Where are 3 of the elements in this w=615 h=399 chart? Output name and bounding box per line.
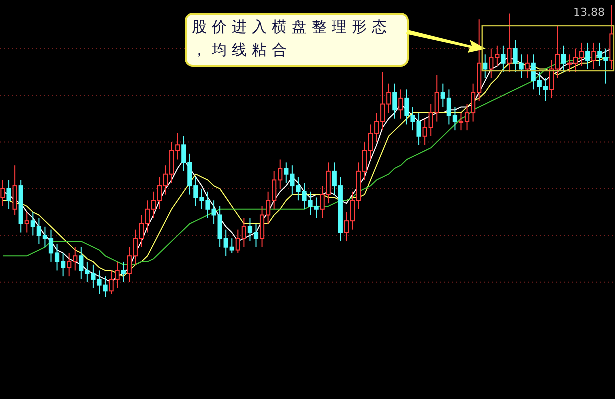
callout: 股价进入横盘整理形态，均线粘合 bbox=[185, 13, 409, 67]
annotation: 股价进入横盘整理形态，均线粘合 bbox=[191, 17, 393, 61]
annotation: 13.88 bbox=[573, 6, 605, 19]
